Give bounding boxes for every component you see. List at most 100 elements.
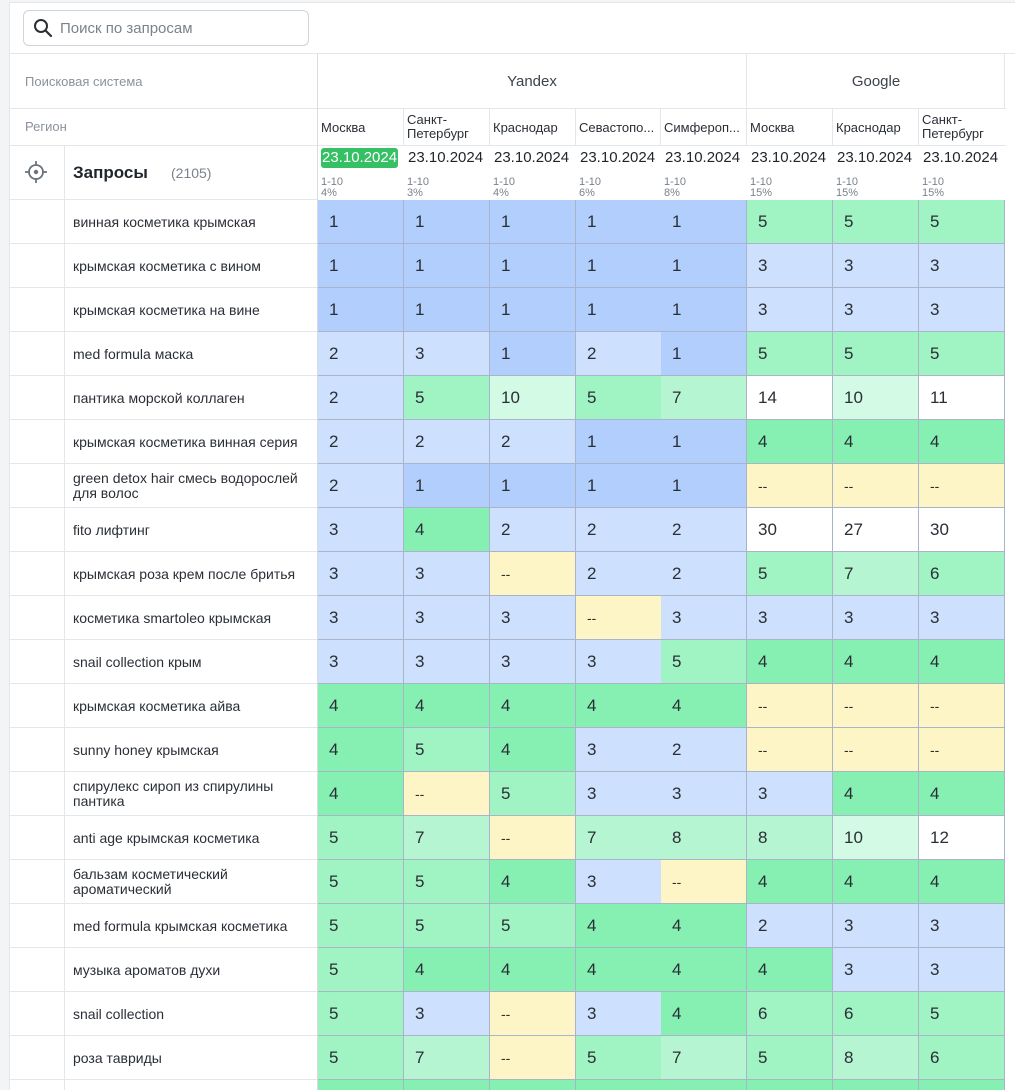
table-row[interactable]: крымская роза крем после бритья 3 3 -- 2 2 5 7 6: [10, 552, 1015, 596]
position-cell[interactable]: [919, 1080, 1005, 1090]
position-cell[interactable]: 4: [576, 904, 662, 948]
position-cell[interactable]: 4: [576, 948, 662, 992]
table-row[interactable]: anti age крымская косметика 5 7 -- 7 8 8 10 12: [10, 816, 1015, 860]
check-date[interactable]: 23.10.2024: [923, 149, 999, 166]
position-cell[interactable]: 2: [318, 420, 404, 464]
position-cell[interactable]: 5: [404, 376, 490, 420]
position-cell[interactable]: 1: [661, 464, 747, 508]
position-cell[interactable]: 1: [318, 200, 404, 244]
position-cell[interactable]: 4: [318, 684, 404, 728]
search-input[interactable]: [60, 19, 290, 37]
position-cell[interactable]: --: [490, 992, 576, 1036]
position-cell[interactable]: 3: [404, 332, 490, 376]
check-date[interactable]: 23.10.2024: [580, 149, 656, 166]
position-cell[interactable]: 4: [661, 992, 747, 1036]
position-cell[interactable]: 3: [747, 288, 833, 332]
position-cell[interactable]: --: [490, 816, 576, 860]
position-cell[interactable]: 5: [747, 332, 833, 376]
query-text[interactable]: крымская косметика с вином: [73, 257, 261, 274]
position-cell[interactable]: 10: [833, 816, 919, 860]
table-row[interactable]: косметика smartoleo крымская 3 3 3 -- 3 3 3 3: [10, 596, 1015, 640]
position-cell[interactable]: 3: [919, 904, 1005, 948]
table-row[interactable]: бальзам косметический ароматический 5 5 4 3-…: [10, 860, 1015, 904]
position-cell[interactable]: 4: [490, 948, 576, 992]
position-cell[interactable]: 6: [919, 1036, 1005, 1080]
position-cell[interactable]: 5: [919, 992, 1005, 1036]
position-cell[interactable]: 3: [833, 948, 919, 992]
position-cell[interactable]: 4: [661, 904, 747, 948]
position-cell[interactable]: 2: [661, 552, 747, 596]
position-cell[interactable]: 1: [404, 244, 490, 288]
query-text[interactable]: snail collection крым: [73, 653, 202, 670]
position-cell[interactable]: [404, 1080, 490, 1090]
position-cell[interactable]: 2: [747, 904, 833, 948]
position-cell[interactable]: 2: [661, 508, 747, 552]
position-cell[interactable]: 1: [490, 288, 576, 332]
table-row[interactable]: крымская косметика айва 4 4 4 4 4 -- -- --: [10, 684, 1015, 728]
position-cell[interactable]: 4: [833, 772, 919, 816]
target-icon[interactable]: [24, 160, 48, 184]
position-cell[interactable]: 6: [747, 992, 833, 1036]
position-cell[interactable]: 4: [318, 772, 404, 816]
position-cell[interactable]: 3: [833, 244, 919, 288]
position-cell[interactable]: 4: [919, 640, 1005, 684]
position-cell[interactable]: 5: [404, 728, 490, 772]
position-cell[interactable]: --: [747, 464, 833, 508]
position-cell[interactable]: 6: [919, 552, 1005, 596]
position-cell[interactable]: 5: [576, 1036, 662, 1080]
query-text[interactable]: бальзам косметический ароматический: [73, 866, 228, 897]
position-cell[interactable]: 2: [318, 332, 404, 376]
position-cell[interactable]: 7: [404, 1036, 490, 1080]
position-cell[interactable]: 1: [490, 244, 576, 288]
position-cell[interactable]: 8: [833, 1036, 919, 1080]
position-cell[interactable]: 7: [404, 816, 490, 860]
position-cell[interactable]: 1: [576, 288, 662, 332]
table-row[interactable]: крымская косметика с вином 1 1 1 1 1 3 3 3: [10, 244, 1015, 288]
position-cell[interactable]: 3: [318, 596, 404, 640]
query-text[interactable]: anti age крымская косметика: [73, 829, 260, 846]
position-cell[interactable]: 7: [576, 816, 662, 860]
position-cell[interactable]: 4: [747, 860, 833, 904]
position-cell[interactable]: 6: [833, 992, 919, 1036]
position-cell[interactable]: --: [833, 684, 919, 728]
position-cell[interactable]: 3: [919, 244, 1005, 288]
position-cell[interactable]: 1: [576, 200, 662, 244]
check-date[interactable]: 23.10.2024: [408, 149, 484, 166]
position-cell[interactable]: 1: [318, 244, 404, 288]
check-date[interactable]: 23.10.2024: [321, 148, 399, 168]
position-cell[interactable]: 4: [576, 684, 662, 728]
position-cell[interactable]: 4: [490, 728, 576, 772]
position-cell[interactable]: 8: [747, 816, 833, 860]
table-row[interactable]: snail collection 5 3 -- 3 4 6 6 5: [10, 992, 1015, 1036]
position-cell[interactable]: 7: [661, 376, 747, 420]
position-cell[interactable]: 3: [919, 948, 1005, 992]
position-cell[interactable]: 30: [919, 508, 1005, 552]
query-text[interactable]: винная косметика крымская: [73, 213, 256, 230]
table-row[interactable]: green detox hair смесь водорослей для во…: [10, 464, 1015, 508]
position-cell[interactable]: 1: [576, 244, 662, 288]
position-cell[interactable]: 5: [490, 904, 576, 948]
check-date[interactable]: 23.10.2024: [751, 149, 827, 166]
position-cell[interactable]: --: [919, 728, 1005, 772]
position-cell[interactable]: [833, 1080, 919, 1090]
check-date[interactable]: 23.10.2024: [837, 149, 913, 166]
position-cell[interactable]: 2: [318, 376, 404, 420]
query-text[interactable]: крымская косметика винная серия: [73, 433, 298, 450]
query-text[interactable]: роза тавриды: [73, 1049, 162, 1066]
date-header-0[interactable]: 23.10.2024 1-10 4%: [318, 148, 404, 202]
position-cell[interactable]: 3: [576, 640, 662, 684]
query-text[interactable]: fito лифтинг: [73, 521, 150, 538]
query-text[interactable]: косметика smartoleo крымская: [73, 609, 272, 626]
position-cell[interactable]: 3: [576, 772, 662, 816]
position-cell[interactable]: 3: [404, 596, 490, 640]
position-cell[interactable]: --: [576, 596, 662, 640]
position-cell[interactable]: 5: [318, 904, 404, 948]
position-cell[interactable]: --: [490, 552, 576, 596]
position-cell[interactable]: 1: [661, 288, 747, 332]
position-cell[interactable]: 7: [833, 552, 919, 596]
position-cell[interactable]: [747, 1080, 833, 1090]
position-cell[interactable]: 4: [919, 772, 1005, 816]
position-cell[interactable]: 1: [490, 200, 576, 244]
table-row[interactable]: крымская косметика винная серия 2 2 2 1 1 4 4 4: [10, 420, 1015, 464]
query-text[interactable]: sunny honey крымская: [73, 741, 219, 758]
